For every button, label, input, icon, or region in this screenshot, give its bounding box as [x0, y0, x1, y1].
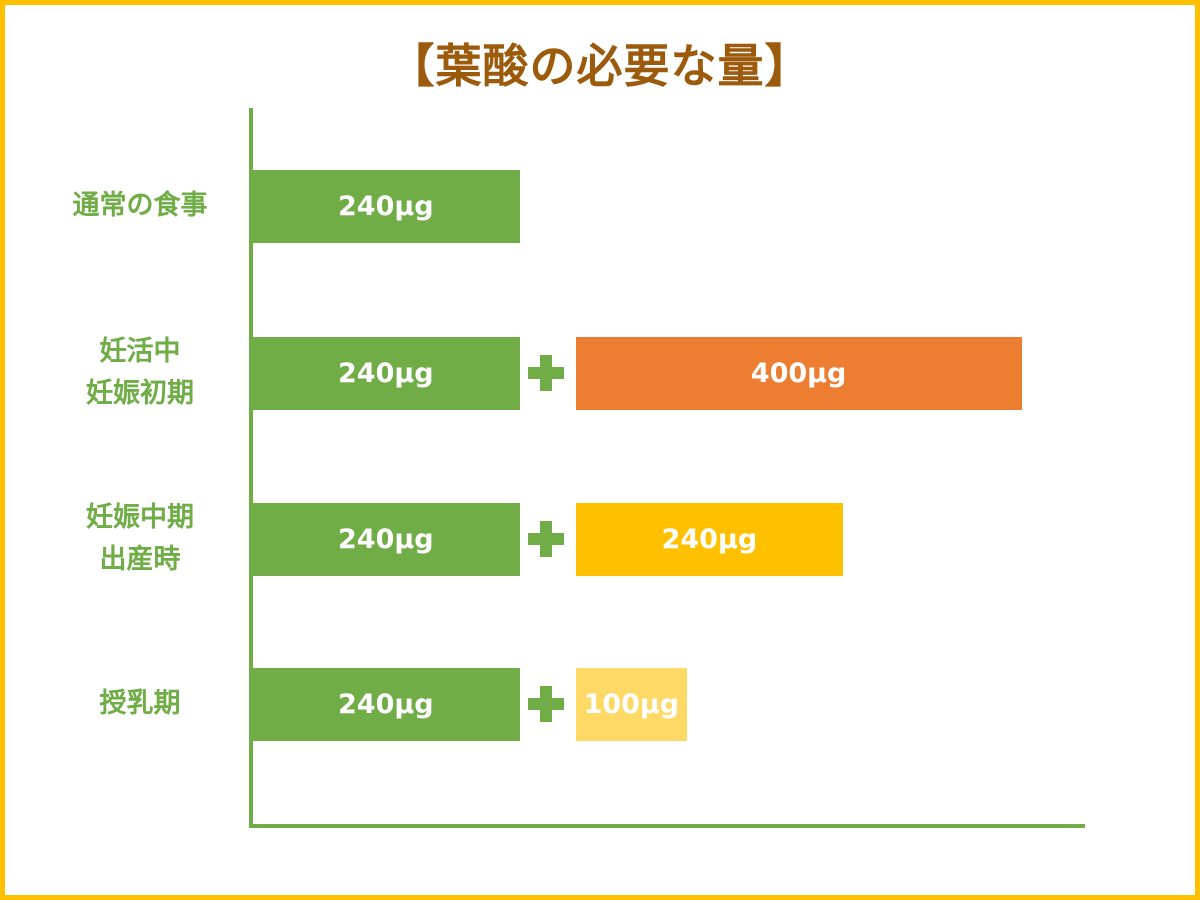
x-axis [249, 824, 1085, 828]
bar-additional: 400μg [575, 337, 1022, 410]
bar-base: 240μg [252, 170, 520, 243]
bar-additional: 100μg [575, 668, 688, 741]
bar-base: 240μg [252, 337, 520, 410]
plus-icon [526, 684, 566, 724]
bar-base: 240μg [252, 503, 520, 576]
bar-additional: 240μg [575, 503, 844, 576]
plus-icon [526, 353, 566, 393]
category-label: 妊活中 妊娠初期 [86, 336, 194, 409]
category-label: 妊娠中期 出産時 [86, 502, 194, 575]
bar-base: 240μg [252, 668, 520, 741]
y-axis [249, 108, 253, 828]
category-label: 授乳期 [99, 688, 181, 719]
category-label: 通常の食事 [72, 190, 208, 221]
chart-title: 【葉酸の必要な量】 [388, 39, 812, 93]
plus-icon [526, 519, 566, 559]
